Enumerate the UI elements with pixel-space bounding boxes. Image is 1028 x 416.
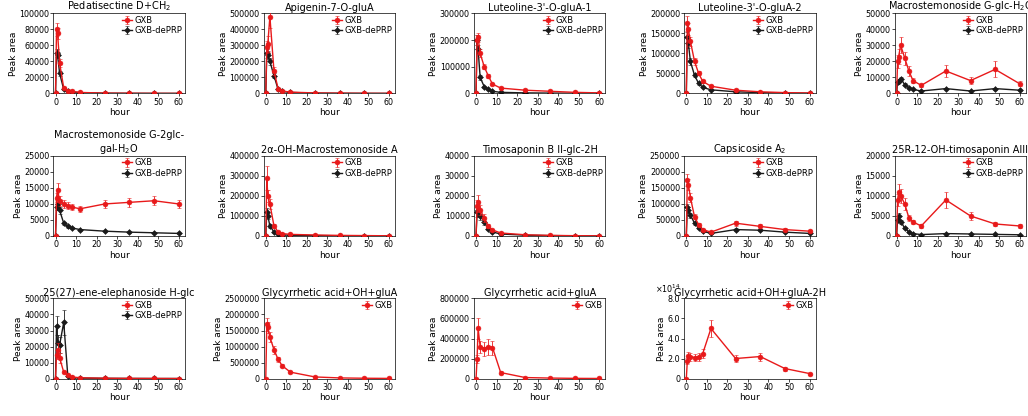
X-axis label: hour: hour: [950, 108, 970, 117]
Title: Luteoline-3'-O-gluA-1: Luteoline-3'-O-gluA-1: [488, 2, 591, 12]
Title: Timosaponin B II-glc-2H: Timosaponin B II-glc-2H: [482, 145, 597, 155]
Legend: GXB, GXB-dePRP: GXB, GXB-dePRP: [962, 158, 1024, 178]
Title: Macrostemonoside G-glc-H$_2$O: Macrostemonoside G-glc-H$_2$O: [887, 0, 1028, 13]
Title: Macrostemonoside G-2glc-
gal-H$_2$O: Macrostemonoside G-2glc- gal-H$_2$O: [54, 130, 184, 156]
Title: Glycyrrhetic acid+OH+gluA-2H: Glycyrrhetic acid+OH+gluA-2H: [674, 288, 827, 298]
X-axis label: hour: hour: [739, 393, 761, 402]
Y-axis label: Peak area: Peak area: [657, 316, 666, 361]
Legend: GXB, GXB-dePRP: GXB, GXB-dePRP: [542, 158, 603, 178]
Title: Apigenin-7-O-gluA: Apigenin-7-O-gluA: [285, 2, 374, 12]
Y-axis label: Peak area: Peak area: [13, 174, 23, 218]
Y-axis label: Peak area: Peak area: [214, 316, 223, 361]
Title: 2α-OH-Macrostemonoside A: 2α-OH-Macrostemonoside A: [261, 145, 398, 155]
Y-axis label: Peak area: Peak area: [855, 174, 864, 218]
X-axis label: hour: hour: [529, 393, 550, 402]
Y-axis label: Peak area: Peak area: [430, 316, 438, 361]
X-axis label: hour: hour: [109, 393, 130, 402]
Y-axis label: Peak area: Peak area: [639, 174, 649, 218]
Title: Pedatisectine D+CH$_2$: Pedatisectine D+CH$_2$: [67, 0, 172, 13]
Title: Glycyrrhetic acid+gluA: Glycyrrhetic acid+gluA: [483, 288, 596, 298]
Legend: GXB, GXB-dePRP: GXB, GXB-dePRP: [121, 15, 183, 36]
Legend: GXB, GXB-dePRP: GXB, GXB-dePRP: [121, 300, 183, 321]
Legend: GXB, GXB-dePRP: GXB, GXB-dePRP: [751, 15, 814, 36]
X-axis label: hour: hour: [739, 108, 761, 117]
Text: ×10$^{14}$: ×10$^{14}$: [655, 283, 682, 295]
Legend: GXB, GXB-dePRP: GXB, GXB-dePRP: [751, 158, 814, 178]
Y-axis label: Peak area: Peak area: [855, 31, 864, 76]
Legend: GXB, GXB-dePRP: GXB, GXB-dePRP: [331, 15, 394, 36]
Y-axis label: Peak area: Peak area: [13, 316, 23, 361]
Y-axis label: Peak area: Peak area: [430, 31, 438, 76]
Title: 25R-12-OH-timosaponin AIII: 25R-12-OH-timosaponin AIII: [892, 145, 1028, 155]
Y-axis label: Peak area: Peak area: [219, 31, 228, 76]
Legend: GXB, GXB-dePRP: GXB, GXB-dePRP: [331, 158, 394, 178]
Title: Glycyrrhetic acid+OH+gluA: Glycyrrhetic acid+OH+gluA: [262, 288, 397, 298]
X-axis label: hour: hour: [319, 250, 340, 260]
Y-axis label: Peak area: Peak area: [639, 31, 649, 76]
Title: 25(27)-ene-elephanoside H-glc: 25(27)-ene-elephanoside H-glc: [43, 288, 195, 298]
X-axis label: hour: hour: [529, 250, 550, 260]
Legend: GXB: GXB: [361, 300, 394, 311]
X-axis label: hour: hour: [529, 108, 550, 117]
X-axis label: hour: hour: [319, 108, 340, 117]
Legend: GXB, GXB-dePRP: GXB, GXB-dePRP: [121, 158, 183, 178]
Legend: GXB, GXB-dePRP: GXB, GXB-dePRP: [542, 15, 603, 36]
Y-axis label: Peak area: Peak area: [434, 174, 443, 218]
Legend: GXB, GXB-dePRP: GXB, GXB-dePRP: [962, 15, 1024, 36]
X-axis label: hour: hour: [109, 108, 130, 117]
Title: Capsicoside A$_2$: Capsicoside A$_2$: [713, 142, 786, 156]
Y-axis label: Peak area: Peak area: [219, 174, 228, 218]
X-axis label: hour: hour: [739, 250, 761, 260]
Legend: GXB: GXB: [781, 300, 814, 311]
Legend: GXB: GXB: [572, 300, 603, 311]
Y-axis label: Peak area: Peak area: [9, 31, 17, 76]
X-axis label: hour: hour: [950, 250, 970, 260]
X-axis label: hour: hour: [109, 250, 130, 260]
Title: Luteoline-3'-O-gluA-2: Luteoline-3'-O-gluA-2: [698, 2, 802, 12]
X-axis label: hour: hour: [319, 393, 340, 402]
